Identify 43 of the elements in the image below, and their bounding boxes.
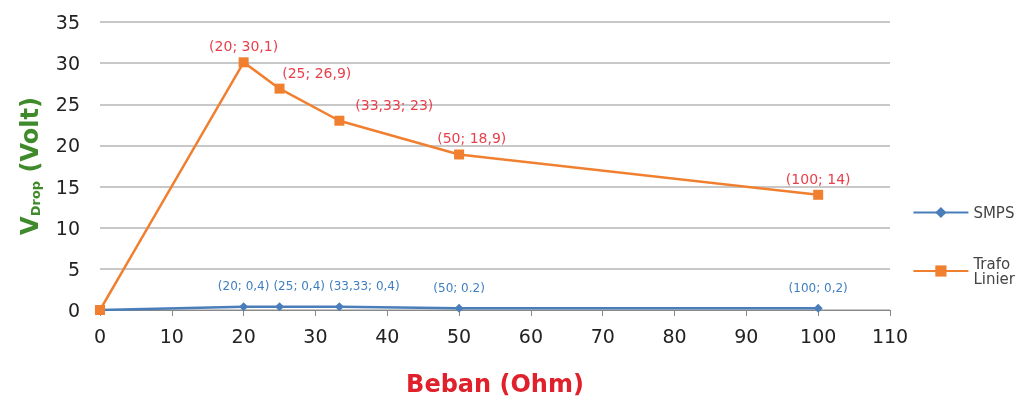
point [454,303,464,313]
x-tick-label: 0 [93,324,107,347]
data-label: (100; 14) [785,170,851,187]
data-label: (25; 26,9) [282,64,352,81]
x-tick-label: 110 [871,324,909,347]
x-tick-label: 20 [231,324,256,347]
y-tick-label: 5 [67,257,80,280]
x-tick-label: 10 [159,324,184,347]
x-tick-label: 70 [590,324,615,347]
data-label: (100; 0,2) [788,280,848,295]
y-tick-label: 10 [55,216,80,239]
y-tick-label: 35 [55,11,80,33]
x-tick-label: 60 [518,324,543,347]
data-label: (33,33; 0,4) [328,279,400,294]
y-tick-label: 20 [55,134,80,157]
point [274,83,285,94]
x-tick-label: 50 [447,324,472,347]
y-tick-label: 15 [55,175,80,198]
legend-label: SMPS [973,203,1015,222]
data-label: (25; 0,4) [273,279,325,294]
x-tick-label: 80 [662,324,687,347]
point [454,149,465,160]
point [813,303,823,313]
x-tick-label: 90 [734,324,759,347]
point [334,115,345,126]
data-label: (20; 30,1) [209,38,279,55]
data-label: (20; 0,4) [217,279,270,294]
data-label: (50; 18,9) [437,130,507,147]
x-axis-title: Beban (Ohm) [406,370,584,398]
y-tick-label: 30 [55,52,80,75]
point [334,302,344,312]
y-tick-label: 0 [67,299,80,321]
point [813,189,824,200]
y-axis-title: VDrop (Volt) [15,97,44,235]
x-tick-label: 30 [303,324,328,347]
legend-label: Trafo Linier [972,254,1016,288]
data-label: (50; 0.2) [433,280,485,295]
x-tick-label: 100 [800,324,837,347]
x-tick-label: 40 [375,324,400,347]
point [238,57,249,68]
y-tick-label: 25 [55,93,80,116]
point [239,302,249,312]
data-label: (33,33; 23) [355,96,434,113]
